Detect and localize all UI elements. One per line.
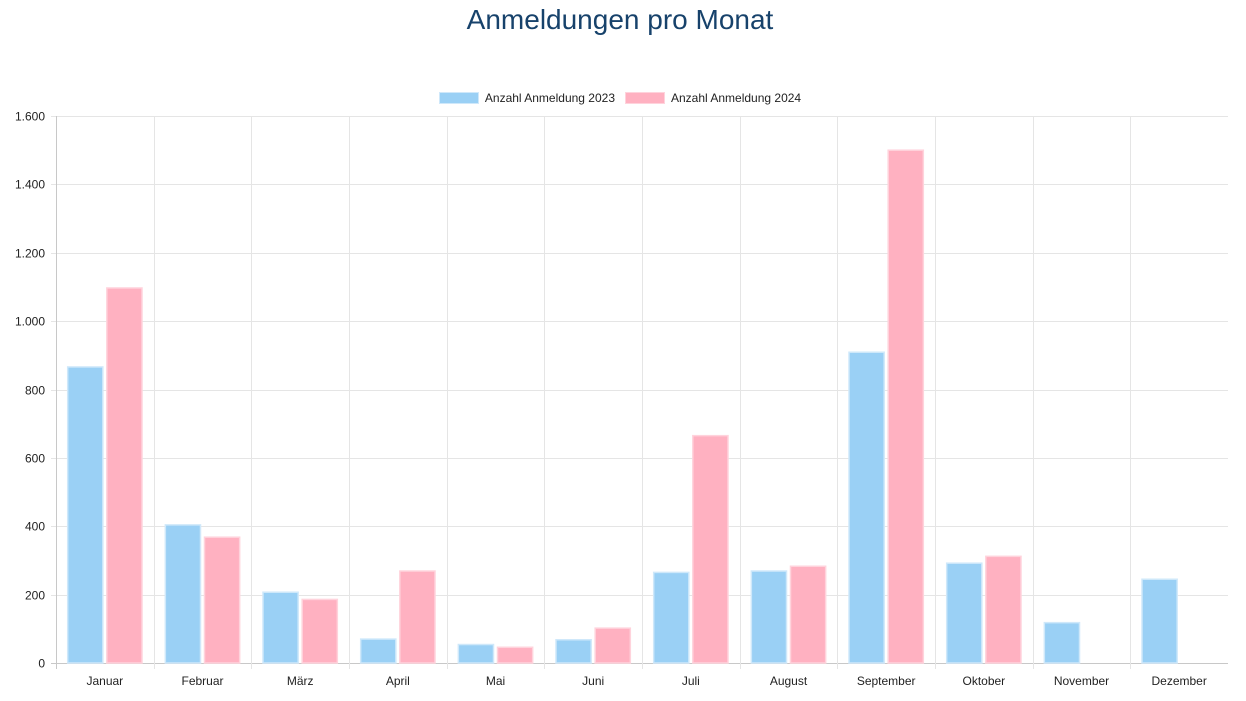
bar-2023-april: [359, 638, 397, 664]
y-tick-label: 1.000: [15, 315, 45, 329]
legend-swatch-2024: [625, 92, 665, 104]
bar-2024-märz: [301, 598, 339, 664]
x-tick-label: Dezember: [1151, 674, 1206, 688]
legend-label-2024: Anzahl Anmeldung 2024: [671, 91, 802, 105]
bar-2024-april: [399, 570, 436, 664]
bar-2023-oktober: [945, 562, 983, 664]
y-tick-label: 1.200: [15, 247, 45, 261]
legend-swatch-2023: [438, 92, 479, 104]
y-tick-label: 800: [25, 384, 45, 398]
x-tick-label: April: [386, 674, 410, 688]
bar-2024-august: [789, 565, 827, 664]
bar-2023-juli: [652, 571, 690, 664]
x-tick-label: Februar: [181, 674, 223, 688]
bar-2024-januar: [106, 287, 143, 664]
y-tick-label: 400: [25, 520, 45, 534]
bar-2024-februar: [203, 536, 241, 664]
bar-2023-dezember: [1141, 578, 1178, 664]
bar-2023-februar: [164, 524, 202, 664]
bar-2024-september: [887, 149, 925, 664]
y-tick-label: 200: [25, 589, 45, 603]
x-tick-label: Juni: [582, 674, 604, 688]
bar-2023-mai: [457, 643, 495, 664]
legend: Anzahl Anmeldung 2023 Anzahl Anmeldung 2…: [0, 91, 1240, 105]
x-tick-label: März: [287, 674, 314, 688]
bar-2024-oktober: [985, 555, 1022, 664]
bar-2023-august: [750, 570, 788, 664]
x-tick-label: Oktober: [962, 674, 1005, 688]
y-tick-label: 1.400: [15, 178, 45, 192]
legend-item-2024[interactable]: Anzahl Anmeldung 2024: [625, 91, 801, 105]
bar-2023-september: [848, 351, 885, 664]
bar-2024-juni: [594, 627, 632, 664]
x-tick-label: Januar: [86, 674, 123, 688]
x-tick-label: Juli: [682, 674, 700, 688]
x-tick-label: November: [1054, 674, 1109, 688]
x-tick-label: August: [770, 674, 808, 688]
bar-2023-märz: [262, 591, 299, 664]
bar-2024-juli: [692, 434, 729, 664]
chart-title: Anmeldungen pro Monat: [466, 4, 774, 35]
bar-2023-november: [1043, 621, 1081, 664]
x-tick-label: Mai: [486, 674, 505, 688]
bar-2023-juni: [555, 639, 592, 664]
bar-2024-mai: [496, 646, 534, 664]
bar-2023-januar: [66, 366, 104, 664]
x-tick-label: September: [857, 674, 916, 688]
y-tick-label: 600: [25, 452, 45, 466]
y-tick-label: 1.600: [15, 110, 45, 124]
legend-label-2023: Anzahl Anmeldung 2023: [484, 91, 615, 105]
y-tick-label: 0: [38, 657, 45, 671]
legend-item-2023[interactable]: Anzahl Anmeldung 2023: [438, 91, 615, 105]
